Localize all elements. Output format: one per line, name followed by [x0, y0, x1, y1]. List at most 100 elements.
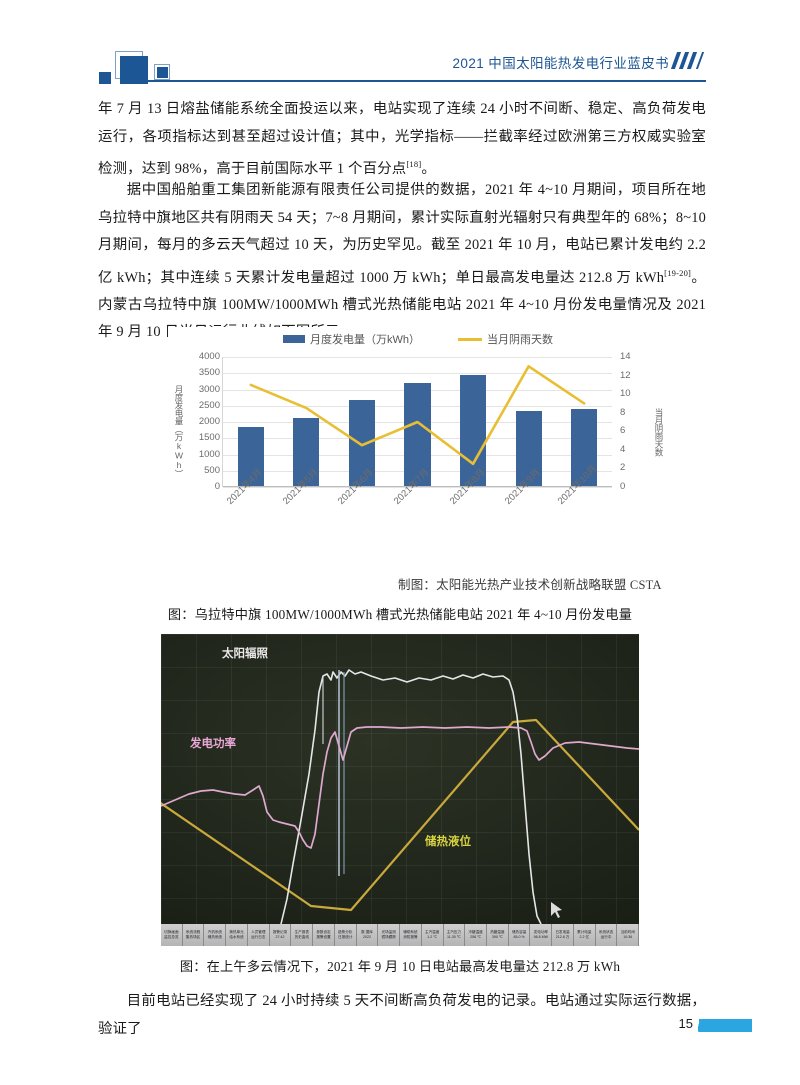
toolbar-cell[interactable]: 汽机系统 储热系统	[204, 924, 227, 946]
toolbar-cell[interactable]: 参数设定 报警设置	[313, 924, 335, 946]
toolbar-cell-line: 集热场区	[185, 935, 201, 939]
y-tick-right: 6	[620, 425, 626, 437]
y-tick-left: 1000	[198, 448, 220, 460]
blue-squares-logo-icon	[99, 48, 189, 88]
header-title: 2021 中国太阳能热发电行业蓝皮书	[452, 56, 669, 71]
toolbar-cell-line: 换热单元	[229, 930, 244, 934]
toolbar-cell[interactable]: 人员管理 运行日志	[248, 924, 270, 946]
gridline	[223, 373, 612, 375]
bar-slot	[556, 357, 612, 486]
toolbar-cell[interactable]: 冷罐温度 258 ℃	[465, 924, 488, 946]
toolbar-cell-line: 212.8 万	[555, 935, 570, 939]
y-tick-left: 3500	[198, 367, 220, 379]
x-label-slot: 2021年9月	[501, 467, 557, 547]
chart-line-series	[223, 357, 612, 487]
toolbar-cell-line: 日报统计	[338, 935, 353, 939]
bar-slot	[501, 357, 557, 486]
toolbar-cell[interactable]: 发电功率 98.8 MW	[530, 924, 553, 946]
x-label-slot: 2021年7月	[389, 467, 445, 547]
x-label-slot: 2021年8月	[445, 467, 501, 547]
y-tick-left: 2500	[198, 399, 220, 411]
toolbar-cell-line: 监控总览	[164, 935, 179, 939]
photo-screen-background	[161, 634, 639, 946]
legend-bar-swatch-icon	[283, 335, 305, 343]
y-tick-right: 2	[620, 462, 626, 474]
toolbar-cell[interactable]: 日发电量 212.8 万	[552, 924, 574, 946]
x-label-slot: 2021年6月	[333, 467, 389, 547]
legend-line-label: 当月阴雨天数	[487, 334, 553, 346]
page-number: 15	[678, 1016, 693, 1031]
toolbar-cell[interactable]: 辅助系统 消防报警	[400, 924, 422, 946]
toolbar-cell[interactable]: 主汽压力 11.30 ℃	[444, 924, 466, 946]
toolbar-cell[interactable]: 趋势分析 日报统计	[335, 924, 357, 946]
paragraph-2-reference: [19-20]	[664, 267, 692, 278]
toolbar-cell-line: 11.30 ℃	[447, 935, 461, 939]
toolbar-cell-line: 390 ℃	[491, 935, 503, 939]
toolbar-cell-line: 系统流程	[185, 930, 201, 934]
chart-plot-area	[222, 357, 612, 488]
paragraph-1-text: 年 7 月 13 日熔盐储能系统全面投运以来，电站实现了连续 24 小时不间断、…	[98, 101, 706, 177]
toolbar-cell-line: 1.2 ℃	[427, 935, 438, 939]
toolbar-cell[interactable]: 热罐温度 390 ℃	[487, 924, 509, 946]
legend-item-bar: 月度发电量（万kWh）	[283, 331, 420, 347]
y-tick-left: 2000	[198, 416, 220, 427]
toolbar-cell-line: 2022	[362, 935, 371, 939]
toolbar-cell-line: 运行中	[600, 935, 612, 939]
chart-credit: 制图：太阳能光热产业技术创新战略联盟 CSTA	[398, 578, 662, 592]
toolbar-cell-line: 85.0 %	[513, 935, 525, 939]
toolbar-cell-line: 光场监测	[381, 930, 396, 934]
slashes-icon	[670, 52, 706, 69]
toolbar-cell-line: 给水系统	[229, 935, 244, 939]
toolbar-cell-line: 系统状态	[598, 930, 614, 934]
toolbar-cell-line: 报警设置	[316, 935, 331, 939]
toolbar-cell[interactable]: 切换画面 监控总览	[161, 924, 183, 946]
toolbar-cell[interactable]: 累计电量 2.2 亿	[574, 924, 596, 946]
y-axis-ticks-left: 4000 3500 3000 2500 2000 1500 1000 500 0	[186, 352, 220, 492]
toolbar-cell-line: 历史曲线	[294, 935, 309, 939]
toolbar-cell-line: 主汽压力	[446, 930, 462, 934]
toolbar-cell-line: 消防报警	[403, 935, 418, 939]
toolbar-cell-line: 趋势分析	[338, 930, 353, 934]
header-divider	[137, 80, 706, 82]
y-axis-title-left: 月度发电量（万kWh）	[174, 384, 184, 478]
bar-slot	[279, 357, 335, 486]
toolbar-cell[interactable]: 主汽温度 1.2 ℃	[422, 924, 444, 946]
y-axis-title-right: 当月阴雨天数	[654, 408, 664, 456]
toolbar-cell-line: 发电功率	[533, 930, 549, 934]
y-tick-left: 0	[214, 481, 220, 492]
y-tick-left: 3000	[198, 383, 220, 395]
legend-bar-label: 月度发电量（万kWh）	[310, 334, 420, 346]
photo-screen-toolbar: 切换画面 监控总览 系统流程 集热场区 汽机系统 储热系统 换热单元 给水系统 人员管理 运行日志…	[161, 924, 639, 946]
toolbar-cell[interactable]: 生产报表 历史曲线	[291, 924, 314, 946]
y-tick-right: 8	[620, 406, 626, 418]
toolbar-cell[interactable]: 系统状态 运行中	[596, 924, 618, 946]
toolbar-cell[interactable]: 当前时间 10:36	[617, 924, 639, 946]
toolbar-cell-line: 27:42	[275, 935, 285, 939]
toolbar-cell-line: 累计电量	[577, 930, 592, 934]
toolbar-cell[interactable]: 报警记录 27:42	[270, 924, 292, 946]
x-axis-labels: 2021年4月 2021年5月 2021年6月 2021年7月 2021年8月 2021年…	[222, 463, 612, 547]
toolbar-cell-line: 储热系统	[207, 935, 223, 939]
photo-label-irradiance: 太阳辐照	[222, 648, 268, 660]
toolbar-cell-line: 报警记录	[272, 930, 288, 934]
chart-bar	[404, 382, 431, 486]
photo-curves	[161, 669, 639, 925]
bar-slot	[223, 357, 279, 486]
chart-x-axis	[223, 486, 612, 487]
paragraph-1-reference: [18]	[406, 159, 422, 169]
y-tick-right: 14	[620, 351, 631, 362]
figure-caption-1: 图：乌拉特中旗 100MW/1000MWh 槽式光热储能电站 2021 年 4~…	[167, 607, 633, 622]
toolbar-cell[interactable]: 储热容量 85.0 %	[509, 924, 531, 946]
toolbar-cell[interactable]: 光场监测 镜场跟踪	[378, 924, 401, 946]
toolbar-cell-line: 日发电量	[555, 930, 570, 934]
toolbar-cell[interactable]: 数 据库 2022	[357, 924, 379, 946]
figure-caption-2: 图：在上午多云情况下，2021 年 9 月 10 日电站最高发电量达 212.8…	[179, 959, 621, 974]
paragraph-1-tail: 。	[421, 160, 436, 177]
body-paragraph-1: 年 7 月 13 日熔盐储能系统全面投运以来，电站实现了连续 24 小时不间断、…	[98, 96, 706, 183]
toolbar-cell[interactable]: 换热单元 给水系统	[226, 924, 248, 946]
toolbar-cell-line: 当前时间	[620, 930, 635, 934]
toolbar-cell[interactable]: 系统流程 集热场区	[183, 924, 205, 946]
toolbar-cell-line: 数 据库	[361, 930, 373, 934]
x-label-slot: 2021年4月	[222, 467, 278, 547]
y-tick-left: 1500	[198, 432, 220, 444]
